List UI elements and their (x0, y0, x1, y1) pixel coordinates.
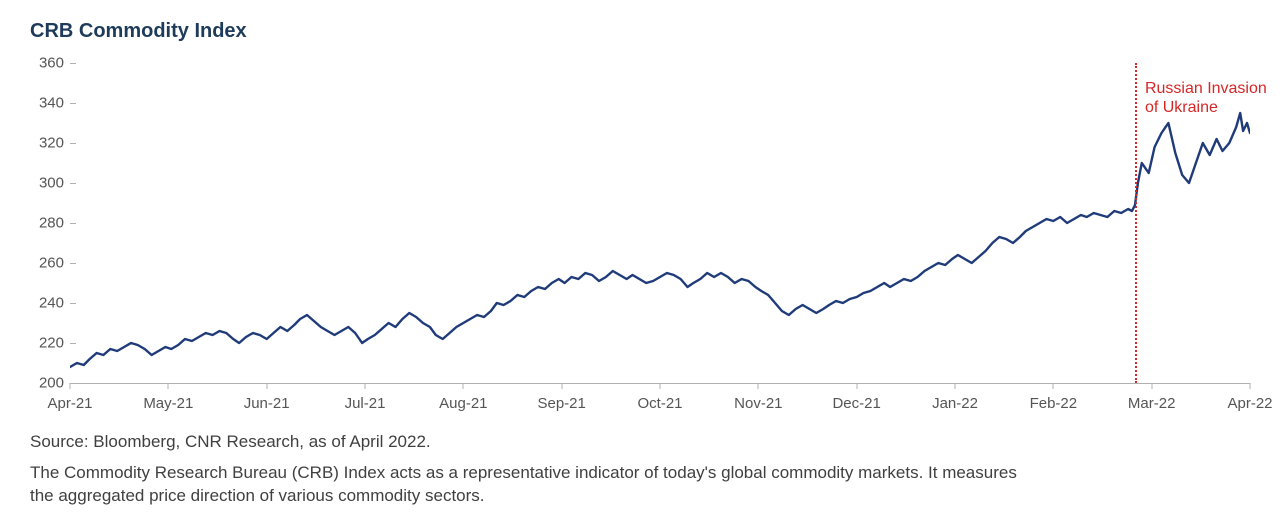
x-tick-mark (168, 383, 169, 389)
x-tick-label: Aug-21 (439, 395, 487, 412)
chart-area: 200 220 240 260 280 300 320 340 360 Russian Inva… (30, 53, 1250, 428)
x-tick-mark (561, 383, 562, 389)
y-tick-label: 220 (39, 335, 64, 352)
x-tick-label: Sep-21 (537, 395, 585, 412)
x-tick-label: Jul-21 (345, 395, 386, 412)
y-tick-label: 360 (39, 55, 64, 72)
x-tick-mark (955, 383, 956, 389)
y-tick-label: 200 (39, 375, 64, 392)
x-tick-label: Jan-22 (932, 395, 978, 412)
x-tick-label: Dec-21 (832, 395, 880, 412)
chart-container: CRB Commodity Index 200 220 240 260 280 300 32… (0, 0, 1280, 521)
chart-title: CRB Commodity Index (30, 20, 1250, 43)
x-tick-mark (1151, 383, 1152, 389)
series-line (70, 113, 1250, 367)
y-tick-label: 300 (39, 175, 64, 192)
x-axis: Apr-21May-21Jun-21Jul-21Aug-21Sep-21Oct-… (70, 383, 1250, 423)
x-tick-label: Nov-21 (734, 395, 782, 412)
y-tick-label: 340 (39, 95, 64, 112)
event-marker-line (1135, 63, 1137, 383)
x-tick-mark (856, 383, 857, 389)
x-tick-label: May-21 (143, 395, 193, 412)
x-tick-mark (365, 383, 366, 389)
y-tick-mark (70, 263, 76, 264)
y-tick-label: 320 (39, 135, 64, 152)
x-tick-mark (758, 383, 759, 389)
x-tick-mark (266, 383, 267, 389)
event-marker-label: Russian Invasion of Ukraine (1145, 79, 1267, 117)
x-tick-mark (660, 383, 661, 389)
y-tick-mark (70, 303, 76, 304)
x-tick-label: Oct-21 (637, 395, 682, 412)
y-tick-mark (70, 103, 76, 104)
line-svg (70, 63, 1250, 383)
x-tick-label: Apr-21 (47, 395, 92, 412)
y-tick-mark (70, 143, 76, 144)
y-tick-mark (70, 343, 76, 344)
plot-region: Russian Invasion of Ukraine (70, 63, 1250, 383)
description-text: The Commodity Research Bureau (CRB) Inde… (30, 462, 1030, 508)
y-tick-mark (70, 183, 76, 184)
x-tick-mark (1250, 383, 1251, 389)
x-tick-label: Feb-22 (1030, 395, 1078, 412)
y-tick-mark (70, 63, 76, 64)
y-tick-mark (70, 223, 76, 224)
x-tick-label: Jun-21 (244, 395, 290, 412)
x-tick-label: Mar-22 (1128, 395, 1176, 412)
y-tick-label: 260 (39, 255, 64, 272)
y-tick-mark (70, 383, 76, 384)
x-tick-label: Apr-22 (1227, 395, 1272, 412)
x-tick-mark (463, 383, 464, 389)
x-tick-mark (1053, 383, 1054, 389)
y-tick-label: 240 (39, 295, 64, 312)
source-text: Source: Bloomberg, CNR Research, as of A… (30, 432, 1250, 452)
y-tick-label: 280 (39, 215, 64, 232)
y-axis: 200220240260280300320340360 (30, 63, 70, 383)
